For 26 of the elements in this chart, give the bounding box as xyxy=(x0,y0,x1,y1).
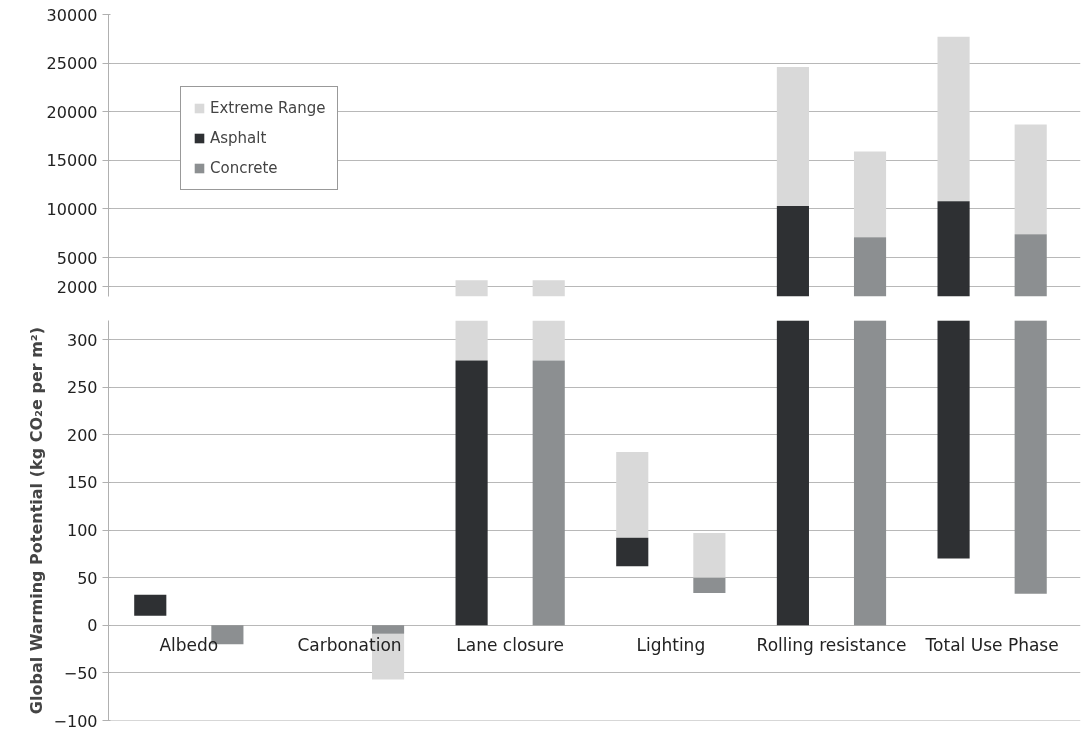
x-tick-label: Lighting xyxy=(636,635,706,656)
y-tick-label: 150 xyxy=(66,473,98,493)
y-tick-label: 5000 xyxy=(56,248,98,268)
y-tick-label: 0 xyxy=(87,616,98,636)
y-tick-label: −50 xyxy=(63,663,98,683)
y-tick-label: 50 xyxy=(77,568,98,588)
x-tick-label: Rolling resistance xyxy=(756,635,907,656)
y-tick-label: −100 xyxy=(53,711,98,730)
y-axis-title: Global Warming Potential (kg CO₂e per m²) xyxy=(26,326,46,715)
legend-label: Concrete xyxy=(210,159,278,177)
y-tick-label: 20000 xyxy=(46,102,98,122)
y-tick-label: 30000 xyxy=(46,5,98,25)
y-tick-label: 25000 xyxy=(46,54,98,74)
x-tick-label: Lane closure xyxy=(456,635,564,656)
y-tick-label: 250 xyxy=(66,378,98,398)
x-tick-label: Carbonation xyxy=(297,635,402,656)
y-tick-label: 100 xyxy=(66,521,98,541)
y-tick-label: 10000 xyxy=(46,199,98,219)
x-tick-label: Albedo xyxy=(159,635,219,656)
legend-label: Asphalt xyxy=(210,129,267,147)
y-tick-label: 200 xyxy=(66,425,98,445)
y-tick-label: 300 xyxy=(66,330,98,350)
y-tick-label: 15000 xyxy=(46,151,98,171)
x-tick-label: Total Use Phase xyxy=(924,635,1059,656)
legend-label: Extreme Range xyxy=(210,99,326,117)
y-tick-label: 2000 xyxy=(56,277,98,297)
